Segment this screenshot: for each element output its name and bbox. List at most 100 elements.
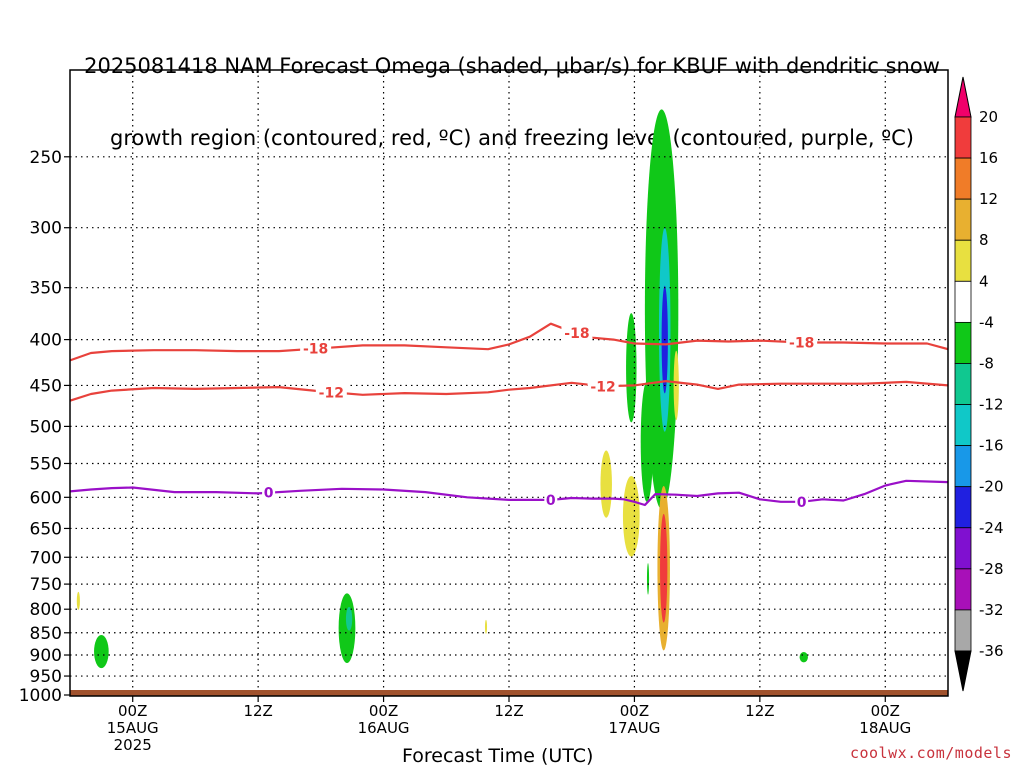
colorbar-segment <box>954 116 972 159</box>
contour-lines: -18 -18 -18 -12 -12 0 0 0 <box>70 322 948 511</box>
colorbar-label: -20 <box>979 478 1004 496</box>
chart-title: 2025081418 NAM Forecast Omega (shaded, μ… <box>0 6 1024 174</box>
contour-label: -18 <box>789 336 814 352</box>
omega-blob <box>640 381 654 502</box>
contour-label: 0 <box>797 495 807 511</box>
omega-blob <box>338 593 356 664</box>
x-tick-label: 15AUG <box>107 719 159 737</box>
omega-blob <box>660 513 668 623</box>
colorbar-segment <box>954 445 972 488</box>
colorbar-segment <box>954 609 972 652</box>
title-line-2: growth region (contoured, red, ºC) and f… <box>110 126 914 150</box>
colorbar-top-arrow <box>954 76 972 118</box>
y-tick-label: 400 <box>30 331 62 351</box>
x-tick-label: 12Z <box>494 702 523 720</box>
y-tick-label: 350 <box>30 279 62 299</box>
y-tick-label: 650 <box>30 519 62 539</box>
colorbar-segment <box>954 486 972 529</box>
y-tick-label: 600 <box>30 488 62 508</box>
contour-label-bg <box>795 493 809 510</box>
omega-blob <box>600 450 612 518</box>
colorbar: 20 16 12 8 4 -4 -8 -12 -16 -20 -24 -28 -32 -36 <box>954 76 1004 692</box>
contour-label: 0 <box>264 486 274 502</box>
y-tick-label: 700 <box>30 548 62 568</box>
omega-blob <box>76 591 80 610</box>
colorbar-label: 4 <box>979 272 989 290</box>
colorbar-label: 12 <box>979 190 998 208</box>
colorbar-label: 8 <box>979 231 989 249</box>
contour-label-bg <box>561 325 593 342</box>
colorbar-bottom-arrow <box>954 650 972 692</box>
contour-label: -18 <box>303 342 328 358</box>
y-tick-label: 500 <box>30 417 62 437</box>
omega-shading <box>76 109 808 669</box>
colorbar-segment <box>954 404 972 447</box>
x-tick-label: 17AUG <box>608 719 660 737</box>
contour-label-bg <box>262 484 276 501</box>
colorbar-label: -16 <box>979 437 1004 455</box>
x-axis-label: Forecast Time (UTC) <box>402 745 594 767</box>
contour-line <box>70 380 948 402</box>
colorbar-label: -8 <box>979 354 994 372</box>
omega-blob <box>345 606 353 631</box>
credit-text: coolwx.com/models <box>849 744 1012 762</box>
colorbar-label: -4 <box>979 313 994 331</box>
x-tick-label: 00Z <box>369 702 398 720</box>
contour-label-bg <box>587 378 619 395</box>
omega-blob <box>799 652 808 663</box>
contour-label: -12 <box>319 385 344 401</box>
contour-line <box>70 322 948 362</box>
colorbar-label: -24 <box>979 519 1004 537</box>
colorbar-segment <box>954 527 972 570</box>
ground-layer <box>70 690 948 696</box>
colorbar-label: -12 <box>979 396 1004 414</box>
y-tick-label: 900 <box>30 646 62 666</box>
x-tick-label: 16AUG <box>358 719 410 737</box>
colorbar-segment <box>954 280 972 323</box>
y-tick-label: 450 <box>30 376 62 396</box>
colorbar-label: 16 <box>979 149 998 167</box>
y-tick-label: 1000 <box>19 686 62 706</box>
colorbar-segment <box>954 157 972 200</box>
colorbar-label: -36 <box>979 642 1004 660</box>
colorbar-segment <box>954 363 972 405</box>
x-tick-label: 12Z <box>745 702 774 720</box>
contour-label-bg <box>300 340 332 357</box>
colorbar-label: -32 <box>979 601 1004 619</box>
y-tick-label: 550 <box>30 454 62 474</box>
x-tick-label: 00Z <box>118 702 147 720</box>
y-tick-label: 750 <box>30 575 62 595</box>
contour-label-bg <box>786 334 818 351</box>
x-tick-label: 12Z <box>243 702 272 720</box>
y-tick-label: 250 <box>30 148 62 168</box>
colorbar-segment <box>954 568 972 611</box>
contour-line <box>70 479 948 507</box>
ground-fill <box>70 690 948 696</box>
contour-label: 0 <box>546 493 556 509</box>
colorbar-label: 20 <box>979 108 998 126</box>
x-tick-label: 00Z <box>871 702 900 720</box>
omega-blob <box>646 563 650 595</box>
contour-label-bg <box>544 491 558 508</box>
colorbar-segment <box>954 239 972 282</box>
y-tick-label: 300 <box>30 219 62 239</box>
omega-blob <box>622 476 640 557</box>
x-tick-label: 00Z <box>620 702 649 720</box>
y-tick-label: 850 <box>30 624 62 644</box>
y-axis-ticks: 2503003504004505005506006507007508008509… <box>19 148 70 706</box>
contour-label-bg <box>315 384 347 401</box>
y-tick-label: 950 <box>30 667 62 687</box>
colorbar-segment <box>954 321 972 364</box>
contour-label: -18 <box>564 326 589 342</box>
omega-blob <box>484 619 488 634</box>
contour-label: -12 <box>590 379 615 395</box>
omega-blob <box>94 634 109 669</box>
x-tick-label: 2025 <box>114 736 152 754</box>
x-tick-label: 18AUG <box>859 719 911 737</box>
colorbar-segment <box>954 198 972 241</box>
colorbar-label: -28 <box>979 560 1004 578</box>
title-line-1: 2025081418 NAM Forecast Omega (shaded, μ… <box>84 54 940 78</box>
y-tick-label: 800 <box>30 600 62 620</box>
